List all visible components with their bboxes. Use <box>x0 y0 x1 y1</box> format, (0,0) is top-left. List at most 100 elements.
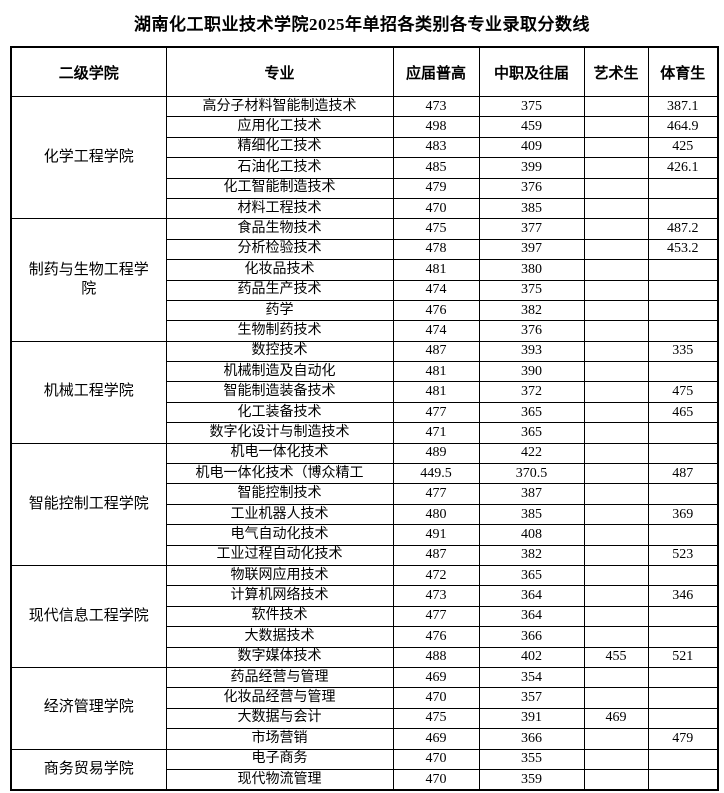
table-row: 智能控制技术 477 387 <box>11 483 719 505</box>
score-regular-cell: 498 <box>392 116 480 138</box>
score-regular-cell: 449.5 <box>392 463 480 485</box>
score-vocational-cell: 380 <box>478 259 585 281</box>
score-art-cell <box>583 116 649 138</box>
score-art-cell <box>583 259 649 281</box>
major-cell: 市场营销 <box>165 728 394 750</box>
college-cell: 经济管理学院 <box>10 666 167 750</box>
score-sports-cell <box>647 564 719 587</box>
table-row: 工业机器人技术 480 385 369 <box>11 503 719 526</box>
score-sports-cell: 487.2 <box>647 218 719 240</box>
score-vocational-cell: 354 <box>478 666 585 689</box>
score-sports-cell: 479 <box>647 728 719 750</box>
score-regular-cell: 471 <box>392 422 480 444</box>
score-regular-cell: 474 <box>392 279 480 301</box>
header-row: 二级学院 专业 应届普高 中职及往届 艺术生 体育生 <box>10 46 719 97</box>
major-cell: 化妆品技术 <box>165 259 394 281</box>
score-vocational-cell: 365 <box>478 401 585 424</box>
major-cell: 大数据技术 <box>165 626 394 648</box>
major-cell: 电气自动化技术 <box>165 524 394 546</box>
score-art-cell <box>583 768 649 791</box>
major-cell: 机械制造及自动化 <box>165 361 394 383</box>
score-vocational-cell: 376 <box>478 320 585 342</box>
college-cell: 现代信息工程学院 <box>10 564 167 668</box>
score-vocational-cell: 402 <box>478 646 585 668</box>
table-row: 材料工程技术 470 385 <box>11 197 719 220</box>
score-vocational-cell: 359 <box>478 768 585 791</box>
score-regular-cell: 480 <box>392 503 480 526</box>
score-art-cell <box>583 299 649 322</box>
score-art-cell <box>583 218 649 240</box>
score-vocational-cell: 375 <box>478 95 585 118</box>
score-regular-cell: 489 <box>392 442 480 465</box>
major-cell: 数字化设计与制造技术 <box>165 422 394 444</box>
score-sports-cell <box>647 442 719 465</box>
score-art-cell <box>583 687 649 709</box>
score-sports-cell: 335 <box>647 340 719 363</box>
score-regular-cell: 478 <box>392 238 480 261</box>
score-regular-cell: 477 <box>392 483 480 505</box>
score-art-cell <box>583 340 649 363</box>
header-art: 艺术生 <box>583 46 649 97</box>
score-art-cell <box>583 238 649 261</box>
score-sports-cell <box>647 626 719 648</box>
table-row: 智能制造装备技术 481 372 475 <box>11 381 719 403</box>
major-cell: 药品经营与管理 <box>165 666 394 689</box>
score-vocational-cell: 376 <box>478 177 585 199</box>
score-art-cell <box>583 136 649 159</box>
major-cell: 智能制造装备技术 <box>165 381 394 403</box>
major-cell: 工业过程自动化技术 <box>165 544 394 566</box>
score-art-cell <box>583 197 649 220</box>
score-sports-cell <box>647 666 719 689</box>
score-vocational-cell: 364 <box>478 605 585 628</box>
score-art-cell <box>583 483 649 505</box>
header-major: 专业 <box>165 46 394 97</box>
score-vocational-cell: 366 <box>478 728 585 750</box>
score-sports-cell: 346 <box>647 585 719 607</box>
score-regular-cell: 477 <box>392 401 480 424</box>
major-cell: 生物制药技术 <box>165 320 394 342</box>
table-row: 大数据技术 476 366 <box>11 626 719 648</box>
score-regular-cell: 491 <box>392 524 480 546</box>
score-vocational-cell: 409 <box>478 136 585 159</box>
score-vocational-cell: 370.5 <box>478 463 585 485</box>
score-sports-cell <box>647 279 719 301</box>
score-sports-cell <box>647 687 719 709</box>
table-row: 经济管理学院 药品经营与管理 469 354 <box>10 666 719 750</box>
score-art-cell <box>583 442 649 465</box>
score-art-cell <box>583 503 649 526</box>
table-row: 软件技术 477 364 <box>11 605 719 628</box>
table-row: 精细化工技术 483 409 425 <box>11 136 719 159</box>
score-art-cell <box>583 361 649 383</box>
score-regular-cell: 470 <box>392 748 480 770</box>
score-art-cell <box>583 95 649 118</box>
major-cell: 工业机器人技术 <box>165 503 394 526</box>
score-sports-cell <box>647 748 719 770</box>
score-sports-cell <box>647 605 719 628</box>
score-art-cell <box>583 626 649 648</box>
table-row: 制药与生物工程学院 食品生物技术 475 377 487.2 <box>10 218 719 342</box>
score-art-cell <box>583 177 649 199</box>
major-cell: 物联网应用技术 <box>165 564 394 587</box>
table-header: 二级学院 专业 应届普高 中职及往届 艺术生 体育生 <box>10 46 719 97</box>
score-sports-cell: 387.1 <box>647 95 719 118</box>
score-regular-cell: 470 <box>392 687 480 709</box>
score-art-cell <box>583 157 649 179</box>
college-cell: 制药与生物工程学院 <box>10 218 167 342</box>
score-art-cell <box>583 666 649 689</box>
score-vocational-cell: 377 <box>478 218 585 240</box>
score-vocational-cell: 408 <box>478 524 585 546</box>
major-cell: 电子商务 <box>165 748 394 770</box>
score-regular-cell: 481 <box>392 361 480 383</box>
table-row: 数字媒体技术 488 402 455 521 <box>11 646 719 668</box>
major-cell: 数控技术 <box>165 340 394 363</box>
score-vocational-cell: 399 <box>478 157 585 179</box>
score-art-cell <box>583 605 649 628</box>
score-vocational-cell: 365 <box>478 564 585 587</box>
score-art-cell: 469 <box>583 707 649 730</box>
score-sports-cell <box>647 768 719 791</box>
score-regular-cell: 481 <box>392 381 480 403</box>
table-row: 药学 476 382 <box>11 299 719 322</box>
score-sports-cell: 464.9 <box>647 116 719 138</box>
score-sports-cell <box>647 320 719 342</box>
score-regular-cell: 475 <box>392 218 480 240</box>
